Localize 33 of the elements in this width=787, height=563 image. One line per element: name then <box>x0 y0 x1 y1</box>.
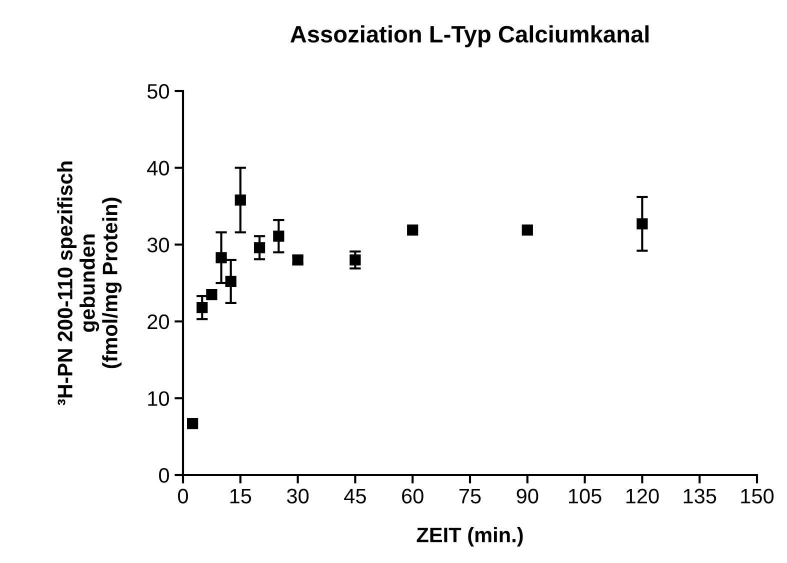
y-tick-label: 20 <box>148 314 169 330</box>
point <box>407 224 418 236</box>
point <box>234 194 246 206</box>
y-tick-label: 50 <box>147 84 169 99</box>
point <box>225 276 236 288</box>
x-tick-label: 15 <box>230 488 252 504</box>
x-tick-label: 90 <box>516 488 538 504</box>
point <box>273 230 284 242</box>
y-tick-label: 0 <box>159 468 169 483</box>
point <box>522 224 533 236</box>
x-tick-label: 45 <box>344 488 366 504</box>
y-axis-title: ³H-PN 200-110 spezifisch gebunden (fmol/mg Protein) <box>57 162 122 406</box>
point <box>196 302 208 314</box>
x-tick-label: 120 <box>626 488 659 504</box>
point <box>350 254 361 266</box>
y-tick-label: 10 <box>148 391 169 406</box>
x-tick-label: 60 <box>402 488 424 504</box>
point <box>216 252 227 264</box>
point <box>636 218 648 230</box>
x-tick-label: 0 <box>178 488 188 504</box>
x-axis-title: ZEIT (min.) <box>416 527 523 546</box>
point <box>206 288 218 300</box>
x-tick-label: 135 <box>684 488 716 504</box>
y-tick-label: 40 <box>147 160 169 176</box>
point <box>292 254 304 266</box>
x-tick-label: 30 <box>287 488 309 504</box>
x-tick-label: 105 <box>569 488 602 504</box>
x-tick-label: 75 <box>459 488 481 504</box>
point <box>187 418 198 430</box>
y-tick-label: 30 <box>147 238 169 252</box>
chart-title: Assoziation L-Typ Calciumkanal <box>290 25 649 48</box>
point <box>254 242 266 254</box>
x-tick-label: 150 <box>741 488 774 504</box>
